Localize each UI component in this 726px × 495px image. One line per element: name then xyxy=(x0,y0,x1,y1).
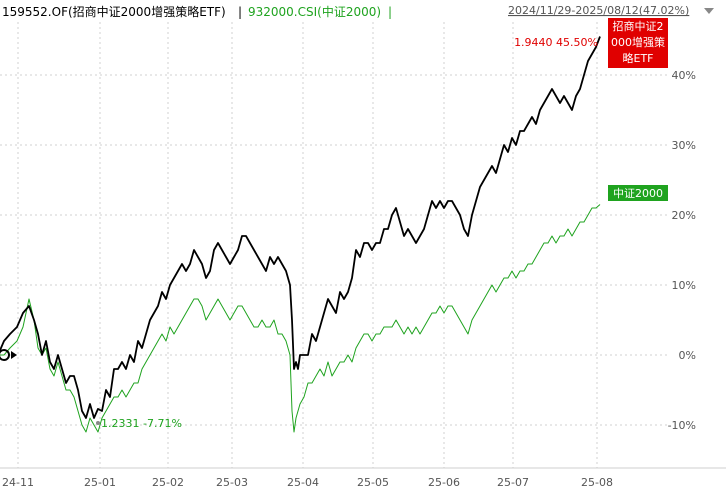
chart-grid xyxy=(0,22,726,469)
series1-tag-line1: 招商中证2 xyxy=(613,19,664,33)
y-tick-label: 20% xyxy=(672,209,696,222)
x-tick-label: 25-03 xyxy=(216,476,248,489)
y-tick-label: 30% xyxy=(672,139,696,152)
legend-separator: | xyxy=(238,5,242,19)
legend-separator-2: | xyxy=(388,5,392,19)
x-axis-ticks: 24-11 25-01 25-02 25-03 25-04 25-05 25-06 25-07… xyxy=(2,476,613,489)
dropdown-icon[interactable] xyxy=(704,8,714,14)
y-tick-label: 0% xyxy=(679,349,696,362)
x-tick-label: 24-11 xyxy=(2,476,34,489)
x-tick-label: 25-05 xyxy=(357,476,389,489)
series1-end-value: 1.9440 45.50% xyxy=(514,36,598,49)
date-range-label[interactable]: 2024/11/29-2025/08/12(47.02%) xyxy=(508,4,689,17)
legend-series2-label[interactable]: 932000.CSI(中证2000) xyxy=(248,4,381,19)
y-tick-label: -10% xyxy=(668,419,696,432)
series-lines xyxy=(0,36,601,433)
series1-tag-line3: 略ETF xyxy=(623,51,654,65)
series2-line xyxy=(0,204,601,433)
y-tick-label: 40% xyxy=(672,69,696,82)
start-marker-icon xyxy=(0,349,17,361)
series1-line xyxy=(0,36,601,419)
series1-end-tag: 招商中证2 000增强策 略ETF xyxy=(608,18,668,68)
y-tick-label: 10% xyxy=(672,279,696,292)
series2-end-tag: 中证2000 xyxy=(608,185,668,201)
series1-tag-line2: 000增强策 xyxy=(611,35,665,49)
series2-tag-text: 中证2000 xyxy=(613,187,663,200)
x-tick-label: 25-06 xyxy=(428,476,460,489)
min-marker xyxy=(96,421,100,425)
x-tick-label: 25-02 xyxy=(152,476,184,489)
x-tick-label: 25-04 xyxy=(287,476,319,489)
x-tick-label: 25-08 xyxy=(581,476,613,489)
series1-min-annotation: 1.2331 -7.71% xyxy=(101,417,182,430)
legend-series1-label[interactable]: 159552.OF(招商中证2000增强策略ETF) xyxy=(2,4,226,19)
x-tick-label: 25-07 xyxy=(497,476,529,489)
x-tick-label: 25-01 xyxy=(84,476,116,489)
y-axis-ticks: 40% 30% 20% 10% 0% -10% xyxy=(668,69,696,432)
